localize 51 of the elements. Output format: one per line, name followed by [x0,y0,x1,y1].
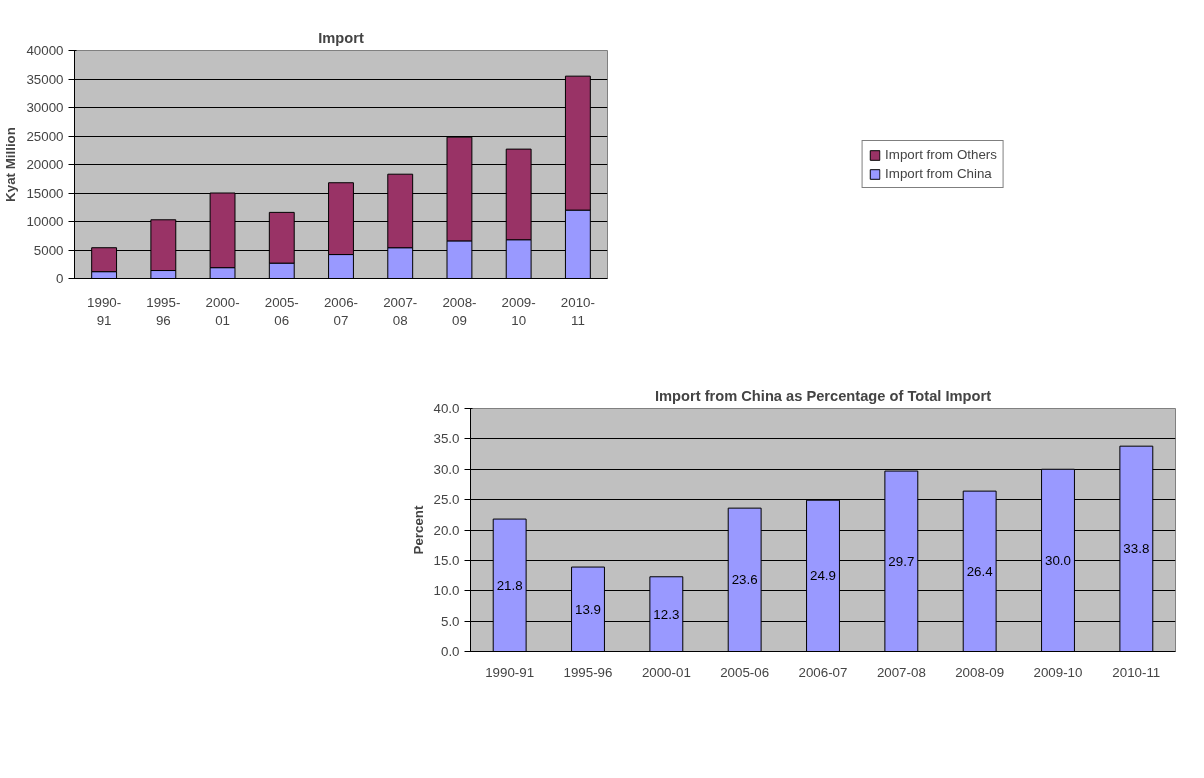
x-tick-label: 2005-06 [720,664,770,680]
x-tick-label: 1990-91 [485,664,535,680]
text: 29.7 [888,553,915,569]
x-tick-label: 1995-96 [146,294,181,328]
x-tick-label: 2000-01 [205,294,240,328]
x-tick-label: 2007-08 [876,664,926,680]
y-tick-label: 15.0 [433,552,460,568]
text: 12.3 [653,606,680,622]
x-tick-label: 2005-06 [264,294,299,328]
x-tick-label: 2006-07 [323,294,359,328]
y-tick-label: 25000 [26,128,64,144]
y-tick-label: 10000 [26,214,64,229]
y-tick-label: 40.0 [433,401,460,416]
text: 33.8 [1123,541,1150,557]
y-tick-label: 10.0 [433,583,460,599]
legend-label: Import from Others [885,147,997,162]
y-axis-title: Percent [410,504,426,555]
text: 23.6 [731,572,758,588]
chart-title: Import from China as Percentage of Total Import [654,387,992,404]
y-tick-label: 40000 [26,43,64,58]
text: 13.9 [575,601,601,617]
chart-title: Import [318,29,364,46]
y-tick-label: 35000 [26,71,64,87]
y-tick-label: 30000 [26,100,64,115]
x-tick-label: 2008-09 [955,664,1005,680]
text: 21.8 [496,577,523,593]
y-tick-label: 0.0 [440,644,460,659]
y-tick-label: 35.0 [433,431,460,447]
y-tick-label: 5.0 [440,613,460,629]
legend-label: Import from China [885,166,992,181]
y-tick-label: 20000 [26,157,64,172]
x-tick-label: 2006-07 [798,664,848,680]
x-tick-label: 2009-10 [1033,664,1083,680]
x-tick-label: 1995-96 [563,664,613,680]
text: 26.4 [966,563,993,579]
x-tick-label: 2009-10 [501,294,536,328]
y-tick-label: 5000 [33,242,64,258]
x-tick-label: 2007-08 [383,294,418,328]
x-tick-label: 1990-91 [87,294,122,328]
y-tick-label: 25.0 [433,492,460,508]
text: 30.0 [1045,552,1071,568]
y-axis-title: Kyat Million [3,127,19,202]
y-tick-label: 15000 [26,185,64,201]
x-tick-label: 2008-09 [442,294,477,328]
y-tick-label: 30.0 [433,461,460,477]
x-tick-label: 2000-01 [641,664,691,680]
text: 24.9 [810,568,836,584]
y-tick-label: 0 [56,271,64,286]
x-tick-label: 2010-11 [560,294,595,328]
y-tick-label: 20.0 [433,522,460,538]
x-tick-label: 2010-11 [1112,664,1161,680]
